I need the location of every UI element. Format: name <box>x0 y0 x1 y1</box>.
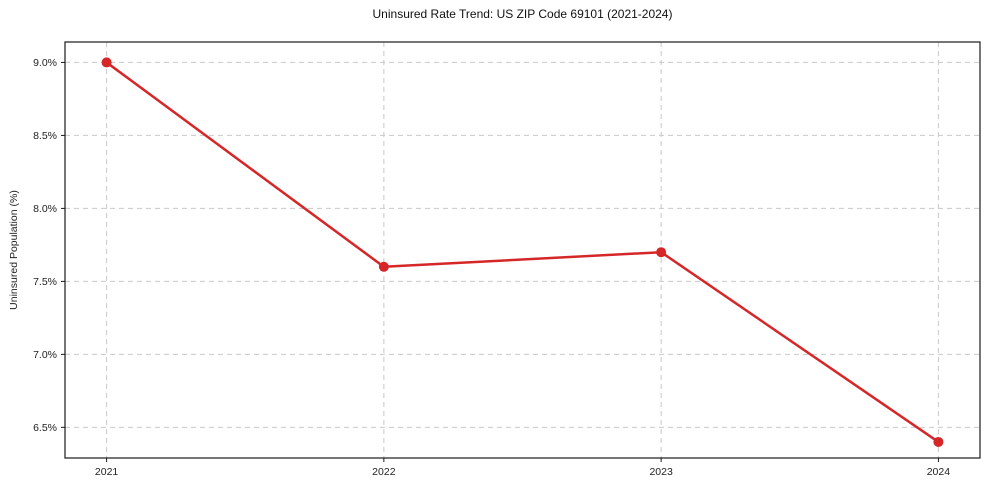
trend-line <box>105 61 940 444</box>
x-tick-label: 2021 <box>95 466 119 478</box>
x-tick-label: 2024 <box>927 466 951 478</box>
data-point-2024 <box>933 436 944 447</box>
data-point-2021 <box>101 57 112 68</box>
y-tick-label: 9.0% <box>33 57 57 69</box>
plot-border <box>64 41 981 459</box>
x-tick-label: 2023 <box>649 466 673 478</box>
data-point-2023 <box>656 247 667 258</box>
y-tick-label: 8.5% <box>33 130 57 142</box>
y-tick-label: 7.0% <box>33 349 57 361</box>
y-tick-label: 6.5% <box>33 422 57 434</box>
y-tick-label: 7.5% <box>33 276 57 288</box>
data-point-2022 <box>378 261 389 272</box>
x-tick-label: 2022 <box>372 466 396 478</box>
chart-title: Uninsured Rate Trend: US ZIP Code 69101 … <box>372 7 673 21</box>
y-tick-label: 8.0% <box>33 203 57 215</box>
